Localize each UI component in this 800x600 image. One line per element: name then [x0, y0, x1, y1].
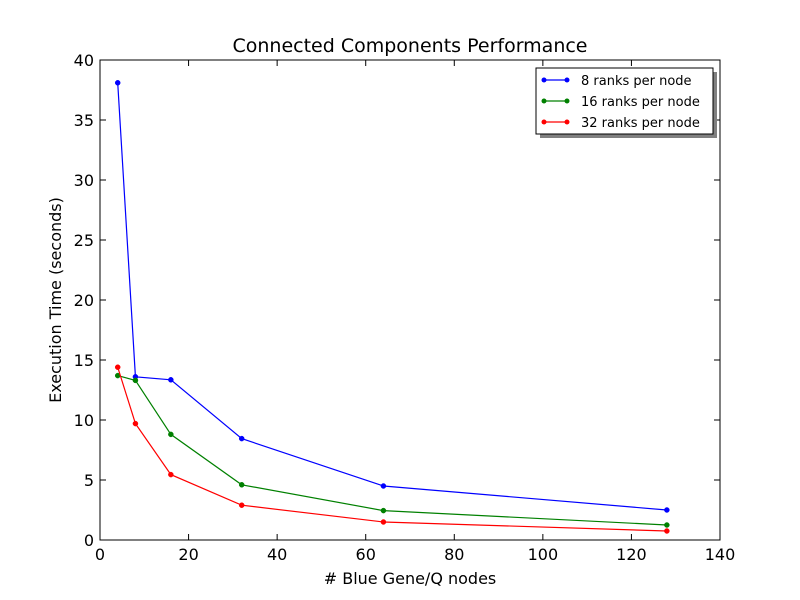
y-tick-label: 20 — [74, 291, 94, 310]
series-2-point-2 — [168, 471, 174, 478]
y-tick-label: 30 — [74, 171, 94, 190]
y-tick-label: 5 — [84, 471, 94, 490]
x-tick-label: 20 — [178, 545, 198, 564]
series-2-point-1 — [132, 420, 139, 427]
legend-marker-end-0 — [564, 77, 570, 83]
y-tick-label: 35 — [74, 111, 94, 130]
series-1-point-3 — [238, 482, 245, 488]
x-tick-label: 40 — [267, 545, 287, 564]
series-1-point-2 — [168, 431, 174, 438]
series-2-point-4 — [380, 519, 387, 525]
y-tick-label: 25 — [74, 231, 94, 250]
x-tick-label: 60 — [356, 545, 376, 564]
legend-marker-start-2 — [541, 119, 547, 125]
legend-label: 8 ranks per node — [581, 74, 692, 89]
legend-marker-start-1 — [541, 98, 547, 104]
chart-title: Connected Components Performance — [233, 35, 588, 57]
legend-marker-end-2 — [564, 119, 570, 125]
legend-label: 16 ranks per node — [581, 95, 700, 110]
series-0-point-0 — [114, 80, 121, 86]
series-line-0 — [117, 82, 667, 511]
y-tick-label: 15 — [74, 351, 94, 370]
series-2-point-0 — [114, 364, 121, 370]
y-tick-label: 10 — [74, 411, 94, 430]
x-tick-label: 100 — [528, 545, 559, 564]
y-axis-label: Execution Time (seconds) — [46, 197, 65, 403]
series-2-point-3 — [238, 502, 245, 508]
legend: 8 ranks per node 16 ranks per node 32 rank… — [535, 67, 717, 138]
legend-marker-end-1 — [564, 98, 570, 104]
series-2-point-5 — [664, 528, 670, 534]
series-0-point-4 — [380, 483, 387, 489]
series-line-2 — [117, 367, 667, 532]
x-tick-label: 80 — [444, 545, 464, 564]
series-0-point-5 — [664, 507, 670, 513]
series-line-1 — [117, 375, 667, 526]
x-tick-label: 0 — [95, 545, 105, 564]
y-tick-label: 40 — [74, 51, 94, 70]
plot-area: 0 20 40 60 80 100 120 140 0 5 10 15 20 25 30 35 40 — [74, 51, 736, 564]
x-axis-label: # Blue Gene/Q nodes — [324, 569, 497, 588]
series-1-point-4 — [380, 507, 387, 514]
x-tick-label: 120 — [616, 545, 647, 564]
series-0-point-2 — [168, 377, 174, 383]
series-1-point-5 — [664, 522, 670, 528]
series-0-point-3 — [238, 435, 245, 442]
x-tick-label: 140 — [705, 545, 736, 564]
y-tick-label: 0 — [84, 531, 94, 550]
legend-marker-start-0 — [541, 77, 547, 83]
series-1-point-1 — [132, 377, 139, 384]
legend-label: 32 ranks per node — [581, 116, 700, 131]
